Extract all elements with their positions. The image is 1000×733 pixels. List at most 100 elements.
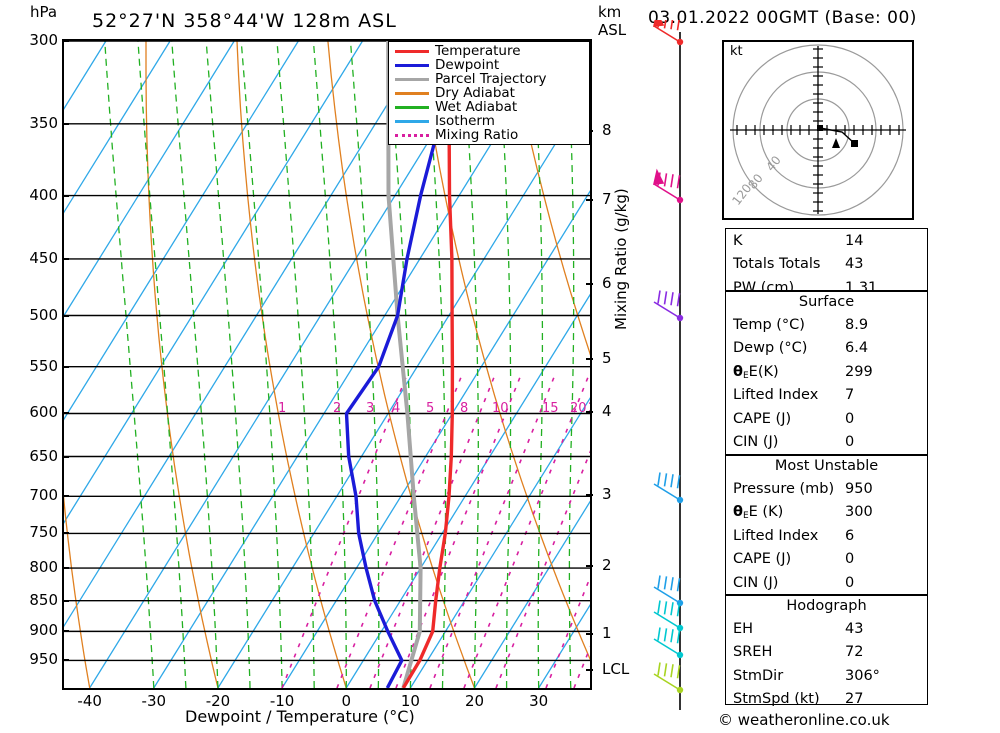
legend-swatch bbox=[395, 91, 429, 95]
pressure-tick bbox=[62, 599, 69, 602]
pressure-tick bbox=[62, 412, 69, 415]
unstable-row: CAPE (J) 0 bbox=[726, 548, 927, 572]
pressure-unit-label: hPa bbox=[30, 3, 58, 21]
surface-key: Dewp (°C) bbox=[733, 340, 808, 357]
index-row: K 14 bbox=[726, 229, 927, 253]
surface-key: CIN (J) bbox=[733, 434, 779, 451]
unstable-value: 0 bbox=[845, 574, 855, 591]
height-asl-label: ASL bbox=[598, 21, 627, 39]
pressure-tick-label: 650 bbox=[29, 446, 58, 465]
height-tick-label: 4 bbox=[602, 402, 612, 420]
wind-barb bbox=[652, 20, 684, 46]
temperature-tick-label: 30 bbox=[529, 692, 549, 710]
height-tick bbox=[586, 358, 593, 360]
hodostat-row: StmSpd (kt) 27 bbox=[726, 688, 927, 712]
hodostat-title: Hodograph bbox=[786, 598, 867, 614]
xaxis-title: Dewpoint / Temperature (°C) bbox=[185, 707, 415, 726]
height-tick bbox=[586, 633, 593, 635]
height-unit-label: km bbox=[598, 3, 622, 21]
mixing-ratio-label: 5 bbox=[426, 401, 434, 416]
hodostat-value: 306° bbox=[845, 667, 880, 684]
wind-barb bbox=[653, 290, 684, 322]
surface-value: 6.4 bbox=[845, 340, 869, 357]
skewt-plot-area: 1 2 3 4 5 8 10 15 20 25 bbox=[64, 41, 590, 688]
mixing-ratio-label: 25 bbox=[588, 401, 590, 416]
index-value: 14 bbox=[845, 232, 864, 249]
wind-barb bbox=[653, 472, 684, 504]
pressure-tick-label: 900 bbox=[29, 621, 58, 640]
pressure-tick-label: 500 bbox=[29, 305, 58, 324]
temperature-tick-label: 10 bbox=[400, 692, 420, 710]
legend-item: Parcel Trajectory bbox=[389, 72, 589, 86]
surface-row: Lifted Index 7 bbox=[726, 384, 927, 408]
wind-barb-column bbox=[652, 20, 684, 710]
hodostat-value: 72 bbox=[845, 644, 864, 661]
legend-label: Isotherm bbox=[435, 112, 495, 129]
pressure-tick-label: 350 bbox=[29, 113, 58, 132]
temperature-tick-label: -40 bbox=[77, 692, 102, 710]
unstable-title: Most Unstable bbox=[774, 458, 879, 474]
unstable-key: θEE (K) bbox=[733, 504, 784, 522]
panel-hodograph-stats: Hodograph EH 43 SREH 72 StmDir 306° StmSpd (kt)… bbox=[725, 595, 928, 707]
surface-value: 0 bbox=[845, 434, 855, 451]
surface-value: 0 bbox=[845, 410, 855, 427]
unstable-key: Lifted Index bbox=[733, 527, 819, 544]
pressure-tick-label: 550 bbox=[29, 356, 58, 375]
legend-item: Isotherm bbox=[389, 114, 589, 128]
height-tick-label: 1 bbox=[602, 624, 612, 642]
pressure-tick-label: 300 bbox=[29, 31, 58, 49]
surface-row: Dewp (°C) 6.4 bbox=[726, 337, 927, 361]
pressure-tick-label: 700 bbox=[29, 486, 58, 505]
hodostat-row: EH 43 bbox=[726, 617, 927, 641]
unstable-key: Pressure (mb) bbox=[733, 480, 835, 497]
height-tick-label: 6 bbox=[602, 274, 612, 292]
temperature-tick-label: -10 bbox=[269, 692, 295, 710]
pressure-tick-label: 450 bbox=[29, 248, 58, 267]
hodostat-key: EH bbox=[733, 620, 754, 637]
surface-row: θEE(K) 299 bbox=[726, 360, 927, 384]
legend-item: Temperature bbox=[389, 44, 589, 58]
pressure-tick bbox=[62, 40, 69, 42]
surface-row: CIN (J) 0 bbox=[726, 431, 927, 455]
hodostat-key: StmDir bbox=[733, 667, 784, 684]
legend-swatch bbox=[395, 49, 429, 53]
wind-barb bbox=[653, 627, 684, 659]
index-key: K bbox=[733, 232, 743, 249]
unstable-key: CIN (J) bbox=[733, 574, 779, 591]
date-title: 03.01.2022 00GMT (Base: 00) bbox=[648, 8, 917, 28]
height-tick bbox=[586, 199, 593, 201]
hodograph-plot: 40 80 120 bbox=[722, 40, 914, 220]
height-tick-label: 2 bbox=[602, 556, 612, 574]
legend-swatch bbox=[395, 105, 429, 109]
hodograph-unit-label: kt bbox=[730, 44, 743, 59]
legend-label: Dewpoint bbox=[435, 56, 500, 73]
index-value: 43 bbox=[845, 256, 864, 273]
copyright-notice: © weatheronline.co.uk bbox=[718, 711, 890, 729]
surface-key: θEE(K) bbox=[733, 363, 779, 381]
wind-barb bbox=[653, 662, 684, 694]
legend-label: Dry Adiabat bbox=[435, 84, 515, 101]
pressure-tick bbox=[62, 314, 69, 317]
hodostat-row: StmDir 306° bbox=[726, 664, 927, 688]
pressure-tick bbox=[62, 630, 69, 633]
surface-key: Temp (°C) bbox=[733, 316, 805, 333]
legend-swatch bbox=[395, 133, 429, 137]
surface-value: 299 bbox=[845, 363, 873, 380]
unstable-value: 950 bbox=[845, 480, 873, 497]
wind-barb bbox=[652, 168, 684, 204]
height-tick-label: 7 bbox=[602, 190, 612, 208]
mixing-ratio-label: 1 bbox=[278, 401, 286, 416]
surface-title: Surface bbox=[798, 294, 855, 310]
pressure-tick bbox=[62, 257, 69, 260]
height-tick-label: 8 bbox=[602, 121, 612, 139]
height-tick-label: 3 bbox=[602, 485, 612, 503]
legend: Temperature Dewpoint Parcel Trajectory Dry … bbox=[388, 41, 590, 145]
pressure-tick bbox=[62, 567, 69, 570]
legend-item: Dry Adiabat bbox=[389, 86, 589, 100]
panel-most-unstable: Most Unstable Pressure (mb) 950 θEE (K) 300 L… bbox=[725, 455, 928, 595]
height-tick bbox=[586, 565, 593, 567]
unstable-value: 6 bbox=[845, 527, 855, 544]
hodostat-key: SREH bbox=[733, 644, 773, 661]
index-row: Totals Totals 43 bbox=[726, 253, 927, 277]
surface-value: 8.9 bbox=[845, 316, 869, 333]
